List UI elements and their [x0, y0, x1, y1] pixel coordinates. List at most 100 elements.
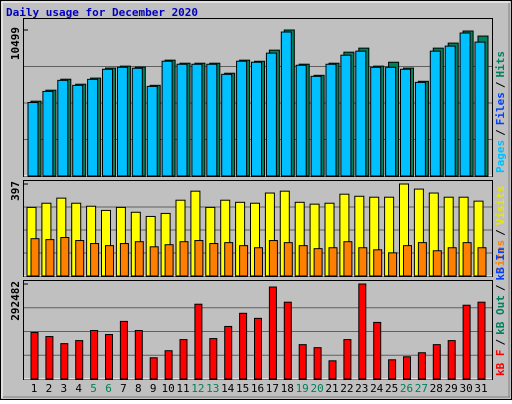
bar	[72, 84, 84, 177]
legend-separator: /	[494, 284, 507, 291]
legend-entry: Hits	[494, 51, 507, 78]
bar	[268, 286, 277, 380]
legend-separator: /	[494, 129, 507, 136]
legend-separator: /	[494, 339, 507, 346]
bar	[403, 245, 412, 277]
bar	[447, 247, 457, 277]
bar	[310, 75, 322, 177]
bar	[477, 247, 487, 277]
bar	[388, 359, 397, 380]
legend-separator: /	[494, 229, 507, 236]
bar	[134, 329, 143, 380]
bar	[343, 241, 353, 277]
bar	[239, 312, 248, 380]
bar	[30, 238, 40, 277]
bar	[161, 60, 173, 177]
bar	[462, 304, 471, 380]
bar	[221, 73, 233, 177]
bar	[87, 78, 99, 177]
bar	[459, 32, 471, 177]
bar	[209, 243, 219, 277]
bar	[268, 240, 278, 277]
x-tick-label: 12	[191, 382, 204, 395]
bar	[280, 31, 292, 177]
chart-title: Daily usage for December 2020	[6, 6, 198, 19]
bar	[385, 66, 397, 177]
bar	[27, 102, 39, 177]
legend: Sites / Visits	[494, 186, 507, 274]
legend-entry: kB Out	[494, 295, 507, 335]
bar	[295, 64, 307, 177]
bar	[75, 340, 84, 380]
bar	[90, 243, 100, 277]
bar	[328, 360, 337, 380]
bar	[164, 244, 174, 277]
bar	[119, 320, 128, 380]
legend-entry: kB F	[494, 350, 507, 377]
x-tick-label: 2	[46, 382, 53, 395]
bar	[149, 246, 159, 277]
bar	[131, 67, 143, 177]
bar	[224, 242, 234, 277]
bar	[60, 343, 69, 380]
y-tick-label: 292482	[9, 281, 22, 321]
bar	[45, 239, 55, 277]
y-tick-label: 10499	[9, 27, 22, 60]
bar	[206, 63, 218, 177]
bar	[325, 63, 337, 177]
bar	[358, 247, 368, 277]
bar	[149, 357, 158, 380]
x-tick-label: 5	[90, 382, 97, 395]
x-tick-label: 19	[296, 382, 309, 395]
x-tick-label: 29	[445, 382, 458, 395]
bar	[179, 241, 189, 277]
x-tick-label: 8	[135, 382, 142, 395]
legend: kB F / kB Out / kB In	[494, 247, 507, 376]
x-tick-label: 10	[161, 382, 174, 395]
legend-entry: Sites	[494, 240, 507, 273]
bar	[57, 79, 69, 177]
bar	[417, 242, 427, 277]
x-tick-label: 27	[415, 382, 428, 395]
bar	[400, 68, 411, 177]
x-tick-label: 14	[221, 382, 235, 395]
bar	[313, 347, 322, 380]
bar	[164, 350, 173, 380]
bar	[176, 63, 188, 177]
bar	[105, 245, 114, 277]
bar	[42, 90, 54, 177]
x-tick-label: 21	[325, 382, 338, 395]
x-tick-label: 30	[459, 382, 472, 395]
x-tick-label: 7	[120, 382, 127, 395]
bar	[30, 332, 39, 380]
bar	[432, 344, 441, 380]
bar	[45, 336, 54, 380]
legend-entry: Pages	[494, 140, 507, 173]
bar	[444, 45, 456, 177]
x-tick-label: 22	[340, 382, 353, 395]
x-tick-label: 18	[281, 382, 294, 395]
bar	[194, 240, 204, 277]
bar	[134, 241, 144, 277]
x-tick-label: 24	[370, 382, 384, 395]
x-tick-label: 3	[60, 382, 67, 395]
bar	[283, 242, 293, 277]
bar	[477, 301, 486, 380]
bar	[251, 61, 262, 177]
x-tick-label: 31	[474, 382, 487, 395]
bar	[298, 344, 307, 380]
x-tick-label: 9	[150, 382, 157, 395]
bar	[239, 245, 249, 277]
bar	[191, 63, 203, 177]
x-tick-label: 1	[31, 382, 38, 395]
bar	[429, 50, 441, 177]
x-tick-label: 6	[105, 382, 112, 395]
bar	[75, 240, 85, 277]
bar	[417, 352, 426, 380]
bar	[194, 303, 203, 380]
bar	[179, 339, 188, 380]
bar	[388, 252, 398, 277]
x-tick-label: 16	[251, 382, 264, 395]
x-tick-label: 4	[75, 382, 82, 395]
y-tick-label: 397	[9, 181, 22, 201]
